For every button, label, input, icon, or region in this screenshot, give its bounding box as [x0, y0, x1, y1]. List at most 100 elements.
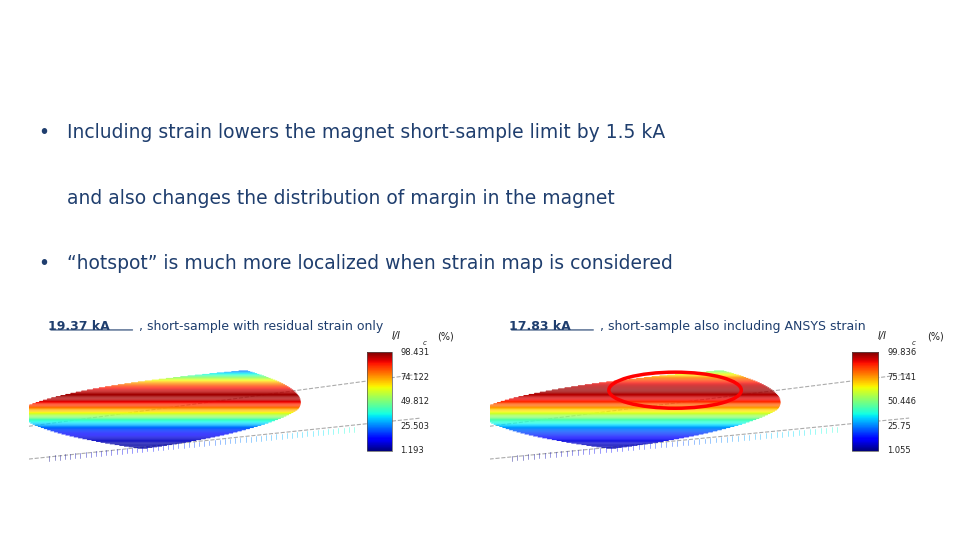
Text: (%): (%): [927, 331, 944, 341]
Text: 14: 14: [917, 515, 931, 525]
Polygon shape: [65, 394, 298, 395]
Polygon shape: [500, 401, 780, 402]
Polygon shape: [533, 435, 694, 436]
Text: (%): (%): [438, 331, 454, 341]
Polygon shape: [26, 420, 276, 421]
Polygon shape: [545, 390, 774, 391]
Polygon shape: [490, 404, 780, 406]
Polygon shape: [482, 408, 779, 409]
Polygon shape: [224, 372, 252, 373]
Polygon shape: [36, 402, 301, 403]
Polygon shape: [35, 424, 262, 426]
Polygon shape: [78, 437, 211, 438]
Polygon shape: [25, 419, 278, 420]
Polygon shape: [485, 419, 756, 420]
Polygon shape: [56, 396, 300, 397]
Polygon shape: [231, 371, 251, 372]
Polygon shape: [660, 375, 741, 376]
Polygon shape: [24, 407, 300, 408]
Polygon shape: [58, 433, 233, 434]
Polygon shape: [591, 383, 762, 384]
Polygon shape: [99, 387, 290, 388]
Polygon shape: [50, 430, 242, 431]
Polygon shape: [81, 390, 295, 391]
Polygon shape: [20, 411, 294, 413]
Polygon shape: [158, 379, 274, 380]
Polygon shape: [509, 429, 722, 430]
Polygon shape: [47, 399, 300, 400]
Polygon shape: [91, 440, 197, 441]
Polygon shape: [505, 428, 727, 429]
Polygon shape: [22, 416, 284, 417]
Polygon shape: [69, 435, 220, 436]
Polygon shape: [493, 423, 742, 424]
Polygon shape: [117, 384, 285, 386]
Polygon shape: [566, 442, 659, 443]
Polygon shape: [496, 402, 780, 403]
Polygon shape: [547, 438, 680, 439]
Polygon shape: [683, 373, 734, 374]
Polygon shape: [652, 376, 744, 377]
Bar: [368, 353, 392, 451]
Text: Comparison of results from previous slides: Comparison of results from previous slid…: [155, 31, 805, 59]
Polygon shape: [137, 381, 279, 382]
Polygon shape: [20, 414, 289, 415]
Text: 75.141: 75.141: [887, 373, 916, 382]
Text: Including strain lowers the magnet short-sample limit by 1.5 kA: Including strain lowers the magnet short…: [67, 123, 665, 142]
Polygon shape: [119, 445, 167, 446]
Text: , short-sample with residual strain only: , short-sample with residual strain only: [139, 320, 383, 333]
Polygon shape: [131, 382, 281, 383]
Polygon shape: [109, 443, 177, 444]
Polygon shape: [47, 429, 246, 430]
Polygon shape: [534, 393, 777, 394]
Polygon shape: [43, 428, 251, 429]
Text: c: c: [912, 340, 916, 346]
Polygon shape: [137, 448, 148, 449]
Polygon shape: [606, 381, 757, 382]
Polygon shape: [484, 407, 780, 408]
Polygon shape: [520, 433, 708, 434]
Polygon shape: [21, 408, 299, 409]
Polygon shape: [621, 380, 754, 381]
Text: I/I: I/I: [878, 331, 887, 341]
Polygon shape: [629, 379, 751, 380]
Polygon shape: [513, 430, 718, 431]
Polygon shape: [481, 414, 768, 415]
Polygon shape: [124, 383, 283, 384]
Polygon shape: [509, 399, 780, 400]
Polygon shape: [542, 437, 684, 438]
Polygon shape: [480, 410, 775, 411]
Polygon shape: [487, 420, 754, 421]
Polygon shape: [482, 416, 762, 417]
Polygon shape: [587, 445, 637, 446]
Polygon shape: [42, 400, 300, 401]
Text: I/I: I/I: [392, 331, 400, 341]
Polygon shape: [76, 392, 296, 393]
Polygon shape: [86, 439, 202, 440]
Polygon shape: [675, 374, 736, 375]
Polygon shape: [70, 393, 297, 394]
Polygon shape: [187, 375, 264, 376]
Polygon shape: [540, 392, 776, 393]
Text: 98.431: 98.431: [400, 348, 429, 357]
Polygon shape: [74, 436, 215, 437]
Polygon shape: [599, 382, 760, 383]
Polygon shape: [30, 422, 269, 423]
Polygon shape: [698, 372, 730, 373]
Text: 1.193: 1.193: [400, 447, 424, 455]
Polygon shape: [173, 377, 269, 378]
Text: •: •: [38, 123, 50, 142]
Polygon shape: [518, 396, 780, 397]
Polygon shape: [202, 374, 259, 375]
Polygon shape: [480, 411, 773, 413]
Polygon shape: [481, 415, 765, 416]
Polygon shape: [538, 436, 689, 437]
Text: 49.812: 49.812: [400, 397, 429, 406]
Polygon shape: [480, 409, 778, 410]
Polygon shape: [499, 426, 734, 427]
Polygon shape: [491, 422, 746, 423]
Polygon shape: [209, 373, 257, 374]
Polygon shape: [166, 378, 271, 379]
Polygon shape: [26, 406, 300, 407]
Polygon shape: [21, 415, 287, 416]
